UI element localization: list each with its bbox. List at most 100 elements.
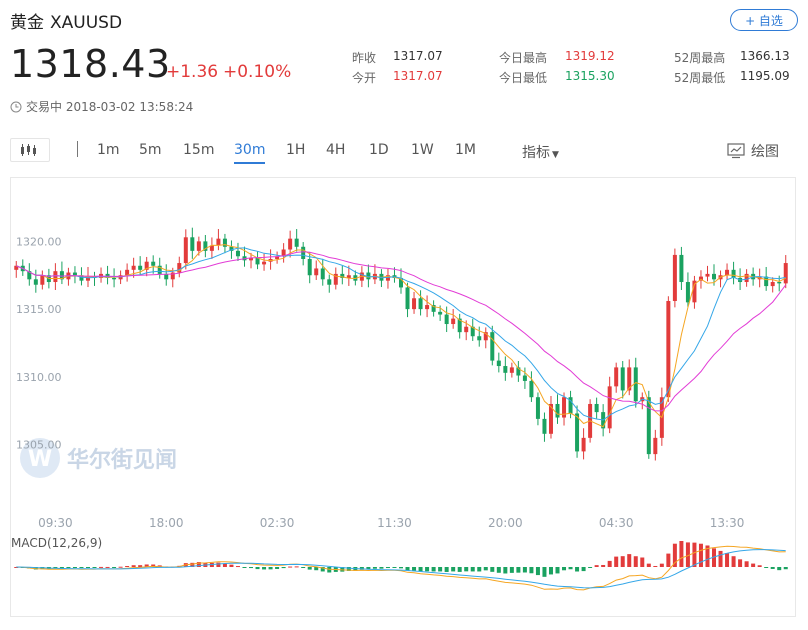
- chart-panel[interactable]: W 华尔街见闻 1320.00 1315.00 1310.00 1305.00 09:30 1…: [10, 177, 796, 617]
- candle: [425, 305, 430, 310]
- period-tab-1m[interactable]: 1m: [97, 142, 120, 158]
- add-watchlist-button[interactable]: + 自选: [730, 9, 798, 31]
- candle: [477, 336, 482, 341]
- candle: [705, 273, 710, 277]
- candle: [627, 367, 632, 391]
- toolbar-divider: [77, 141, 78, 157]
- candle: [646, 397, 651, 455]
- macd-bar: [601, 564, 606, 567]
- candle: [40, 275, 45, 285]
- period-tab-1h[interactable]: 1H: [286, 142, 306, 158]
- candle: [783, 263, 788, 284]
- candle: [112, 277, 117, 280]
- candle: [672, 254, 677, 301]
- macd-bar: [392, 567, 397, 568]
- candle: [620, 367, 625, 391]
- macd-bar: [744, 561, 749, 567]
- candle: [294, 238, 299, 247]
- candle: [529, 380, 534, 398]
- candle: [72, 272, 77, 276]
- macd-bar: [542, 567, 547, 577]
- candle: [431, 305, 436, 312]
- macd-bar: [85, 567, 90, 568]
- macd-bar: [235, 566, 240, 568]
- macd-bar: [594, 565, 599, 567]
- period-tab-1d[interactable]: 1D: [369, 142, 389, 158]
- candle: [692, 280, 697, 303]
- draw-tool-label: 绘图: [751, 144, 779, 160]
- candle: [33, 279, 38, 285]
- candle: [216, 238, 221, 246]
- macd-bar: [314, 567, 319, 571]
- candle: [85, 276, 90, 281]
- macd-bar: [301, 567, 306, 568]
- candle: [125, 269, 130, 276]
- macd-bar: [99, 566, 104, 568]
- macd-bar: [783, 567, 788, 570]
- draw-tool-button[interactable]: 绘图: [727, 141, 779, 161]
- macd-bar: [307, 567, 312, 570]
- candle: [307, 258, 312, 276]
- candle: [555, 403, 560, 418]
- macd-bar: [288, 566, 293, 568]
- trading-status-text: 交易中 2018-03-02 13:58:24: [26, 100, 194, 114]
- indicator-label: 指标: [522, 145, 550, 161]
- stat-day-high-label: 今日最高: [499, 51, 548, 65]
- instrument-name: 黄金: [10, 13, 44, 33]
- macd-bar: [444, 567, 449, 572]
- instrument-symbol: XAUUSD: [50, 13, 123, 33]
- macd-bar: [685, 542, 690, 567]
- x-tick-label: 02:30: [260, 516, 295, 530]
- macd-bar: [14, 567, 19, 568]
- candle: [679, 254, 684, 283]
- macd-bar: [229, 564, 234, 567]
- candle: [744, 273, 749, 283]
- candle: [685, 282, 690, 303]
- macd-bar: [190, 562, 195, 567]
- candle: [131, 265, 136, 270]
- period-tab-4h[interactable]: 4H: [326, 142, 346, 158]
- candle: [562, 397, 567, 418]
- ma10-line: [16, 247, 786, 421]
- period-tab-15m[interactable]: 15m: [183, 142, 215, 158]
- macd-bar: [92, 567, 97, 568]
- svg-text:W: W: [28, 447, 52, 472]
- macd-bar: [79, 567, 84, 568]
- period-tab-1m[interactable]: 1M: [455, 142, 476, 158]
- candle: [451, 318, 456, 325]
- candle: [522, 375, 527, 381]
- last-price: 1318.43: [10, 42, 171, 86]
- candle: [235, 250, 240, 257]
- ma20-line: [16, 251, 787, 412]
- watermark: W 华尔街见闻: [20, 438, 177, 478]
- macd-bar: [509, 567, 514, 573]
- candle: [385, 275, 390, 281]
- period-tab-1w[interactable]: 1W: [411, 142, 434, 158]
- watermark-text: 华尔街见闻: [67, 447, 177, 473]
- period-tab-5m[interactable]: 5m: [139, 142, 162, 158]
- candlestick-chart[interactable]: W 华尔街见闻 1320.00 1315.00 1310.00 1305.00 09:30 1…: [11, 178, 795, 616]
- macd-bar: [777, 567, 782, 571]
- candle: [255, 257, 260, 265]
- candle: [444, 314, 449, 325]
- candle: [614, 367, 619, 387]
- candle: [301, 246, 306, 259]
- clock-icon: [10, 101, 22, 112]
- macd-bar: [698, 543, 703, 567]
- candle: [209, 245, 214, 251]
- candle: [353, 275, 358, 281]
- macd-bar: [281, 567, 286, 569]
- chart-type-button[interactable]: [10, 138, 50, 162]
- period-tab-30m[interactable]: 30m: [234, 142, 266, 164]
- indicator-dropdown[interactable]: 指标 ▼: [522, 142, 559, 162]
- macd-bar: [477, 567, 482, 572]
- macd-bar: [672, 543, 677, 567]
- candle: [438, 311, 443, 315]
- macd-bar: [679, 541, 684, 567]
- candle: [698, 276, 703, 281]
- stat-day-low-value: 1315.30: [565, 69, 615, 83]
- macd-bar: [405, 567, 410, 571]
- macd-bar: [385, 567, 390, 569]
- macd-bar: [496, 567, 501, 573]
- macd-bar: [516, 567, 521, 573]
